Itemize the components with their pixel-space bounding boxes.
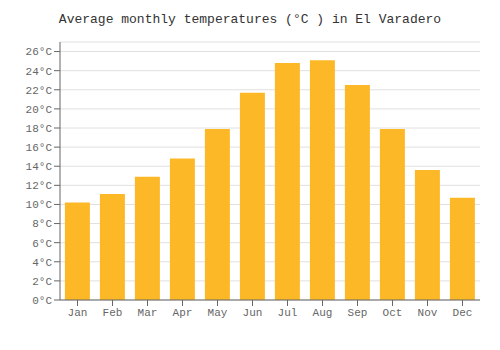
svg-text:12°C: 12°C [26, 180, 53, 192]
svg-text:18°C: 18°C [26, 123, 53, 135]
svg-text:Mar: Mar [138, 307, 158, 319]
svg-text:4°C: 4°C [32, 257, 52, 269]
svg-text:10°C: 10°C [26, 199, 53, 211]
svg-text:22°C: 22°C [26, 85, 53, 97]
svg-text:8°C: 8°C [32, 218, 52, 230]
svg-text:26°C: 26°C [26, 46, 53, 58]
svg-text:Aug: Aug [313, 307, 333, 319]
svg-text:Jun: Jun [243, 307, 263, 319]
svg-text:20°C: 20°C [26, 104, 53, 116]
svg-text:Oct: Oct [383, 307, 403, 319]
svg-text:May: May [208, 307, 228, 319]
svg-text:Jan: Jan [68, 307, 88, 319]
html-text:Average monthly temperatures (: Average monthly temperatures (°C ) in El… [58, 12, 442, 27]
svg-text:16°C: 16°C [26, 142, 53, 154]
svg-text:24°C: 24°C [26, 66, 53, 78]
svg-text:14°C: 14°C [26, 161, 53, 173]
svg-text:Sep: Sep [348, 307, 368, 319]
svg-text:2°C: 2°C [32, 276, 52, 288]
svg-text:0°C: 0°C [32, 295, 52, 307]
svg-text:Nov: Nov [418, 307, 438, 319]
svg-text:Feb: Feb [103, 307, 123, 319]
svg-text:Dec: Dec [453, 307, 473, 319]
svg-text:Jul: Jul [278, 307, 298, 319]
svg-text:6°C: 6°C [32, 238, 52, 250]
svg-text:Apr: Apr [173, 307, 193, 319]
